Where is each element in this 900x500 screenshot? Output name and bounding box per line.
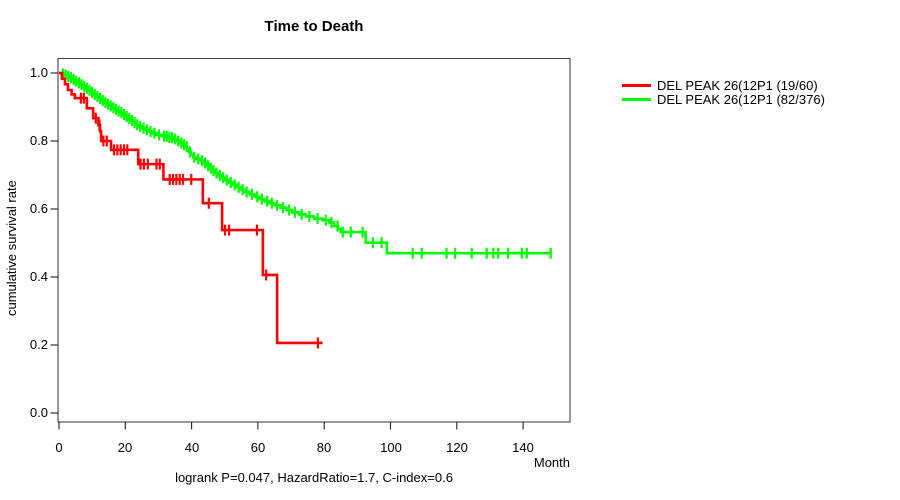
x-tick-label: 140 bbox=[512, 440, 534, 455]
y-tick-label: 0.2 bbox=[29, 337, 48, 352]
x-tick-label: 80 bbox=[316, 440, 332, 455]
x-tick-label: 100 bbox=[380, 440, 402, 455]
x-tick-label: 60 bbox=[250, 440, 266, 455]
y-tick-label: 1.0 bbox=[29, 65, 48, 80]
y-tick-label: 0.4 bbox=[29, 269, 48, 284]
x-tick-label: 0 bbox=[55, 440, 63, 455]
x-axis-label: Month bbox=[533, 455, 570, 470]
y-tick-label: 0.8 bbox=[29, 133, 48, 148]
y-tick-label: 0.0 bbox=[29, 405, 48, 420]
y-tick-label: 0.6 bbox=[29, 201, 48, 216]
x-tick-label: 20 bbox=[117, 440, 133, 455]
stats-annotation: logrank P=0.047, HazardRatio=1.7, C-inde… bbox=[175, 470, 453, 485]
plot-border bbox=[57, 57, 571, 423]
legend-item: DEL PEAK 26(12P1 (82/376) bbox=[622, 92, 825, 107]
legend-label: DEL PEAK 26(12P1 (82/376) bbox=[657, 92, 825, 107]
legend-label: DEL PEAK 26(12P1 (19/60) bbox=[657, 78, 818, 93]
x-tick-label: 120 bbox=[446, 440, 468, 455]
legend-line-icon bbox=[622, 84, 651, 87]
survival-curve-green bbox=[59, 71, 552, 255]
x-tick-label: 40 bbox=[184, 440, 200, 455]
legend-line-icon bbox=[622, 98, 651, 101]
legend-item: DEL PEAK 26(12P1 (19/60) bbox=[622, 78, 825, 93]
y-axis-label: cumulative survival rate bbox=[4, 180, 19, 316]
legend: DEL PEAK 26(12P1 (19/60) DEL PEAK 26(12P… bbox=[622, 78, 825, 107]
plot-title: Time to Death bbox=[264, 18, 364, 35]
